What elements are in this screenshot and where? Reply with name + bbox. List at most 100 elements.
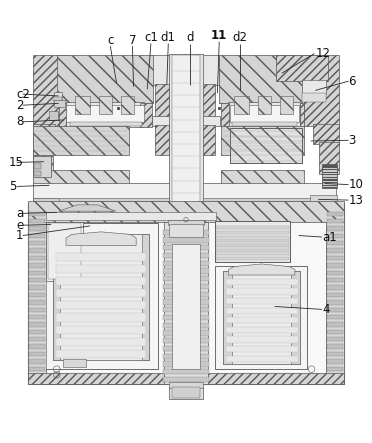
Bar bbox=[327, 307, 343, 312]
Bar bbox=[163, 361, 209, 367]
Bar bbox=[327, 226, 343, 231]
Text: c2: c2 bbox=[16, 88, 30, 101]
Bar bbox=[221, 125, 304, 155]
Text: 8: 8 bbox=[16, 115, 23, 128]
Bar bbox=[327, 315, 343, 319]
Bar bbox=[29, 241, 45, 245]
Bar bbox=[172, 55, 200, 207]
Bar bbox=[56, 289, 146, 297]
Bar bbox=[323, 167, 337, 169]
Bar bbox=[228, 101, 301, 127]
Bar bbox=[29, 300, 45, 305]
Bar bbox=[327, 241, 343, 245]
Bar bbox=[323, 175, 337, 177]
Bar bbox=[163, 245, 209, 250]
Bar bbox=[66, 105, 144, 122]
Bar bbox=[29, 307, 45, 312]
Text: 12: 12 bbox=[315, 47, 330, 60]
Bar bbox=[326, 203, 344, 384]
Bar bbox=[280, 96, 293, 114]
Bar bbox=[28, 203, 46, 384]
Bar bbox=[163, 299, 209, 305]
Bar bbox=[121, 96, 134, 114]
Bar bbox=[155, 125, 169, 155]
Bar bbox=[29, 315, 45, 319]
Text: c: c bbox=[107, 34, 113, 47]
Bar bbox=[29, 226, 45, 231]
Bar bbox=[327, 330, 343, 334]
Bar bbox=[33, 198, 336, 201]
Bar bbox=[29, 249, 45, 253]
Bar bbox=[140, 103, 152, 127]
Bar bbox=[29, 345, 45, 349]
Bar bbox=[230, 105, 299, 122]
Bar bbox=[327, 234, 343, 238]
Bar bbox=[291, 272, 301, 364]
Bar bbox=[327, 263, 343, 268]
Bar bbox=[327, 249, 343, 253]
Text: 5: 5 bbox=[9, 180, 16, 193]
Bar bbox=[216, 246, 289, 250]
Bar bbox=[172, 244, 200, 369]
Bar bbox=[163, 307, 209, 312]
Bar bbox=[163, 291, 209, 297]
Bar bbox=[56, 265, 146, 273]
Bar bbox=[34, 171, 41, 176]
Bar bbox=[310, 195, 337, 202]
Bar bbox=[323, 178, 337, 179]
Bar bbox=[163, 346, 209, 351]
Bar bbox=[56, 314, 146, 322]
Bar bbox=[56, 301, 146, 309]
Polygon shape bbox=[59, 205, 116, 211]
Bar bbox=[29, 367, 45, 371]
Bar bbox=[201, 125, 215, 155]
Bar bbox=[163, 260, 209, 266]
Bar bbox=[223, 272, 232, 364]
Bar bbox=[163, 338, 209, 343]
Bar bbox=[70, 122, 142, 126]
Bar bbox=[29, 278, 45, 283]
Bar bbox=[216, 231, 289, 234]
Bar bbox=[163, 323, 209, 328]
Bar bbox=[327, 256, 343, 260]
Bar bbox=[53, 97, 62, 101]
Bar bbox=[230, 128, 302, 163]
Polygon shape bbox=[66, 232, 136, 245]
Bar bbox=[327, 337, 343, 342]
Bar bbox=[29, 337, 45, 342]
Bar bbox=[313, 124, 339, 144]
Bar bbox=[29, 323, 45, 327]
Bar bbox=[216, 241, 289, 245]
Bar bbox=[226, 356, 298, 362]
Bar bbox=[29, 263, 45, 268]
Bar bbox=[29, 256, 45, 260]
Text: 11: 11 bbox=[211, 29, 227, 43]
Bar bbox=[201, 84, 215, 118]
Bar bbox=[75, 96, 90, 114]
Bar bbox=[169, 54, 203, 210]
Bar bbox=[33, 170, 129, 185]
Bar bbox=[216, 225, 289, 229]
Bar bbox=[163, 284, 209, 289]
Bar bbox=[302, 93, 326, 101]
Bar bbox=[215, 222, 291, 262]
Bar bbox=[226, 288, 298, 295]
Text: e: e bbox=[16, 219, 23, 232]
Bar bbox=[327, 345, 343, 349]
Bar bbox=[151, 55, 173, 85]
Bar bbox=[54, 92, 62, 99]
Bar bbox=[53, 234, 61, 360]
Bar bbox=[323, 183, 337, 185]
Polygon shape bbox=[228, 264, 295, 275]
Bar bbox=[304, 55, 339, 125]
Bar bbox=[163, 237, 209, 243]
Bar bbox=[63, 359, 86, 367]
Bar bbox=[258, 96, 271, 114]
Bar bbox=[28, 373, 344, 384]
Bar bbox=[163, 276, 209, 281]
Bar bbox=[327, 278, 343, 283]
Bar bbox=[29, 211, 45, 216]
Bar bbox=[319, 142, 339, 174]
Text: d: d bbox=[186, 31, 193, 44]
Bar bbox=[323, 180, 337, 182]
